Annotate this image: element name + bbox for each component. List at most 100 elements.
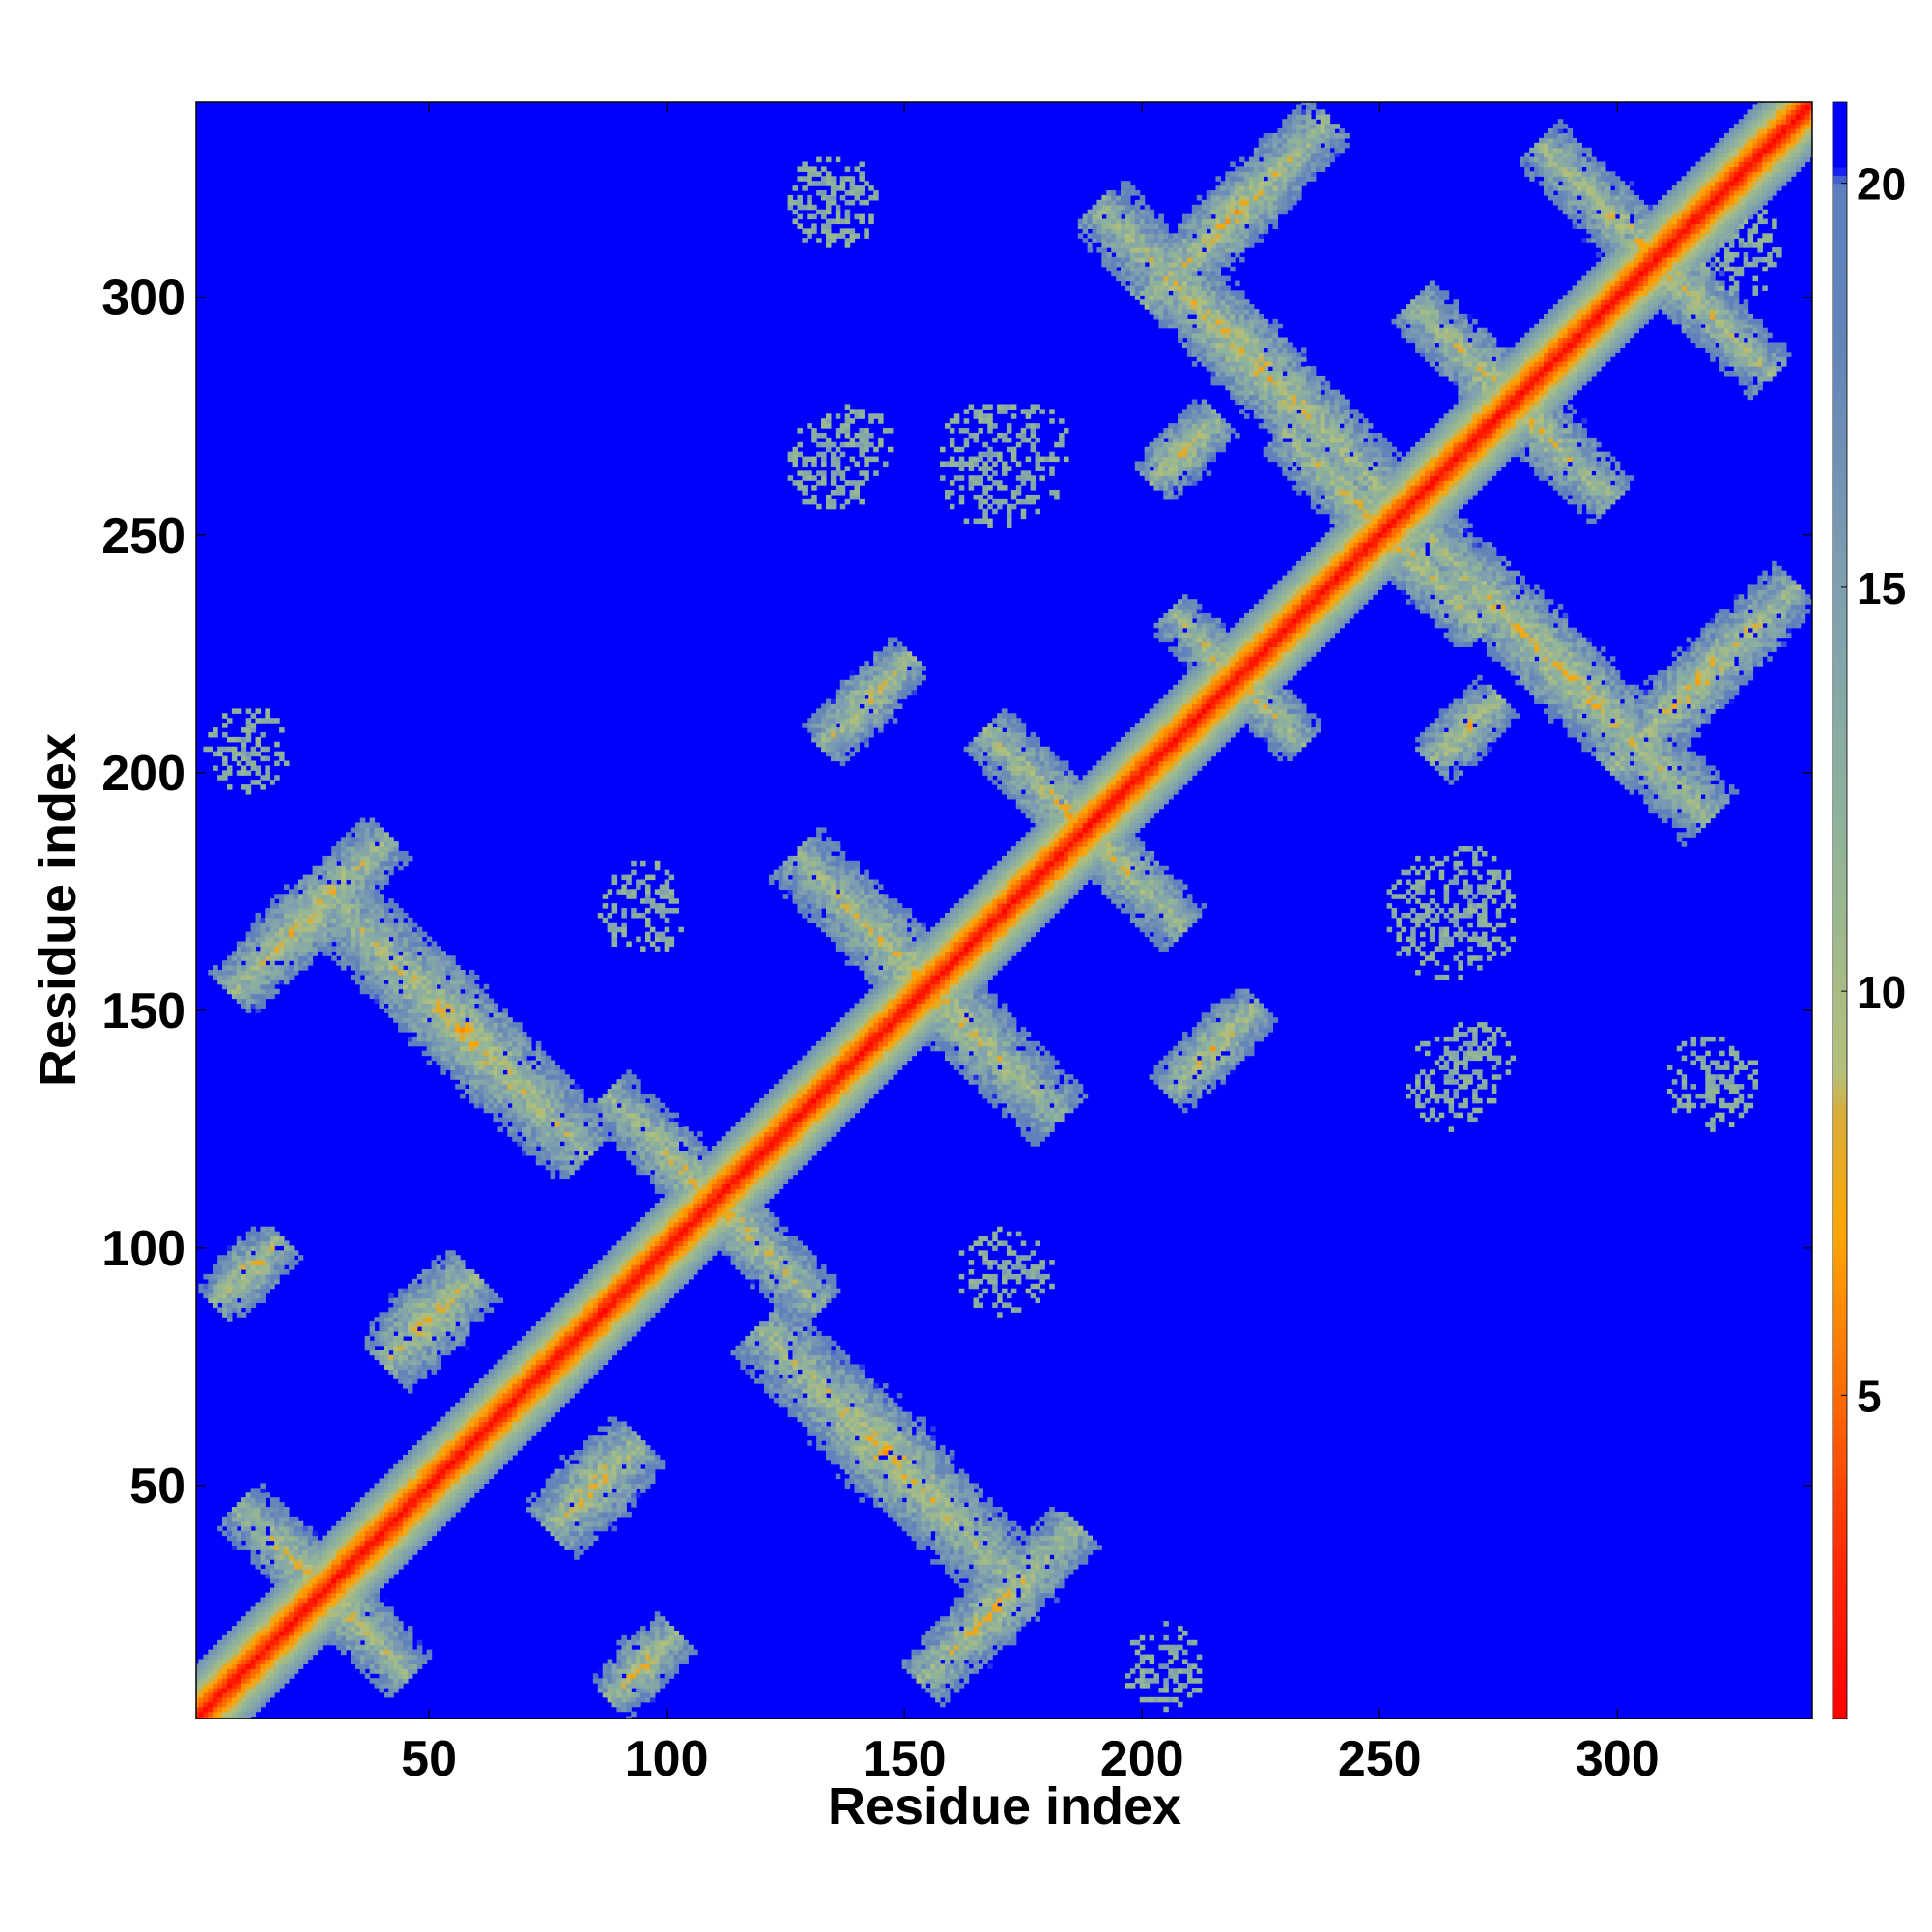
heatmap-cell bbox=[469, 1050, 475, 1057]
heatmap-cell bbox=[274, 1260, 280, 1265]
heatmap-cell bbox=[587, 1516, 594, 1522]
heatmap-cell bbox=[393, 960, 399, 966]
heatmap-cell bbox=[574, 1141, 580, 1147]
heatmap-cell bbox=[554, 1089, 561, 1094]
heatmap-cell bbox=[198, 1288, 204, 1294]
heatmap-cell bbox=[274, 931, 280, 938]
heatmap-cell bbox=[522, 1146, 527, 1151]
heatmap-cell bbox=[517, 1383, 523, 1389]
heatmap-cell bbox=[312, 903, 319, 909]
heatmap-cell bbox=[445, 1516, 451, 1522]
heatmap-cell bbox=[393, 993, 399, 1000]
heatmap-cell bbox=[502, 1406, 508, 1413]
heatmap-cell bbox=[265, 955, 270, 961]
heatmap-cell bbox=[245, 946, 252, 952]
heatmap-cell bbox=[265, 1663, 270, 1669]
heatmap-cell bbox=[507, 1060, 513, 1066]
heatmap-cell bbox=[364, 970, 371, 976]
heatmap-cell bbox=[426, 1012, 433, 1018]
heatmap-cell bbox=[522, 1364, 527, 1370]
heatmap-cell bbox=[426, 1483, 433, 1489]
heatmap-cell bbox=[493, 1411, 499, 1418]
heatmap-cell bbox=[403, 1374, 409, 1379]
heatmap-cell bbox=[522, 1060, 527, 1066]
heatmap-cell bbox=[522, 1350, 527, 1356]
heatmap-cell bbox=[407, 1369, 413, 1375]
heatmap-cell bbox=[236, 955, 242, 961]
heatmap-cell bbox=[393, 1302, 399, 1308]
heatmap-cell bbox=[460, 1065, 466, 1070]
heatmap-cell bbox=[564, 1530, 570, 1537]
heatmap-cell bbox=[416, 1374, 423, 1379]
heatmap-cell bbox=[535, 1388, 542, 1394]
heatmap-cell bbox=[255, 926, 262, 933]
heatmap-cell bbox=[208, 1683, 213, 1689]
heatmap-cell bbox=[327, 903, 332, 909]
heatmap-cell bbox=[431, 965, 438, 971]
heatmap-cell bbox=[550, 1497, 556, 1503]
heatmap-cell bbox=[398, 946, 404, 952]
heatmap-cell bbox=[198, 1678, 204, 1684]
heatmap-cell bbox=[236, 1302, 242, 1308]
heatmap-cell bbox=[270, 1564, 275, 1570]
heatmap-cell bbox=[440, 1488, 446, 1493]
heatmap-cell bbox=[255, 1611, 262, 1617]
heatmap-cell bbox=[550, 1507, 556, 1513]
heatmap-cell bbox=[245, 988, 252, 995]
heatmap-cell bbox=[469, 1288, 475, 1294]
heatmap-cell bbox=[473, 1012, 480, 1018]
heatmap-cell bbox=[226, 960, 233, 966]
heatmap-cell bbox=[279, 1540, 285, 1546]
heatmap-cell bbox=[270, 1691, 275, 1698]
heatmap-cell bbox=[364, 936, 371, 943]
heatmap-cell bbox=[403, 1507, 409, 1513]
heatmap-cell bbox=[421, 970, 428, 976]
heatmap-cell bbox=[217, 775, 223, 781]
heatmap-cell bbox=[583, 1335, 589, 1342]
heatmap-cell bbox=[455, 1045, 461, 1052]
heatmap-cell bbox=[450, 1307, 456, 1313]
heatmap-cell bbox=[412, 1378, 418, 1384]
heatmap-cell bbox=[260, 1497, 266, 1503]
heatmap-cell bbox=[270, 993, 275, 1000]
heatmap-cell bbox=[407, 1027, 413, 1033]
heatmap-cell bbox=[374, 951, 381, 956]
heatmap-cell bbox=[374, 1678, 381, 1684]
heatmap-cell bbox=[465, 1278, 470, 1285]
heatmap-cell bbox=[426, 1654, 433, 1661]
heatmap-cell bbox=[374, 1540, 381, 1546]
heatmap-cell bbox=[512, 1388, 518, 1394]
heatmap-cell bbox=[369, 869, 376, 876]
heatmap-cell bbox=[270, 1264, 275, 1270]
heatmap-cell bbox=[379, 946, 384, 952]
heatmap-cell bbox=[473, 1027, 480, 1033]
heatmap-cell bbox=[512, 1440, 518, 1446]
heatmap-cell bbox=[374, 1335, 381, 1342]
heatmap-cell bbox=[574, 1293, 580, 1299]
heatmap-cell bbox=[473, 1421, 480, 1427]
heatmap-cell bbox=[436, 1273, 441, 1280]
heatmap-cell bbox=[260, 1696, 266, 1703]
heatmap-cell bbox=[436, 974, 441, 980]
heatmap-cell bbox=[231, 736, 238, 743]
heatmap-cell bbox=[350, 1659, 356, 1664]
heatmap-cell bbox=[512, 1060, 518, 1066]
heatmap-cell bbox=[241, 1634, 247, 1641]
heatmap-cell bbox=[535, 1359, 542, 1366]
heatmap-cell bbox=[465, 1426, 470, 1432]
heatmap-cell bbox=[359, 1497, 366, 1503]
heatmap-cell bbox=[364, 1554, 371, 1560]
heatmap-cell bbox=[431, 960, 438, 966]
heatmap-cell bbox=[322, 1592, 327, 1599]
heatmap-cell bbox=[574, 1089, 580, 1094]
heatmap-cell bbox=[587, 1535, 594, 1542]
heatmap-cell bbox=[398, 1683, 404, 1689]
heatmap-cell bbox=[426, 979, 433, 985]
heatmap-cell bbox=[398, 1497, 404, 1503]
heatmap-cell bbox=[540, 1497, 547, 1503]
heatmap-cell bbox=[583, 1302, 589, 1308]
heatmap-cell bbox=[517, 1122, 523, 1127]
heatmap-cell bbox=[298, 1255, 304, 1261]
heatmap-cell bbox=[564, 1507, 570, 1513]
heatmap-cell bbox=[231, 1293, 238, 1299]
